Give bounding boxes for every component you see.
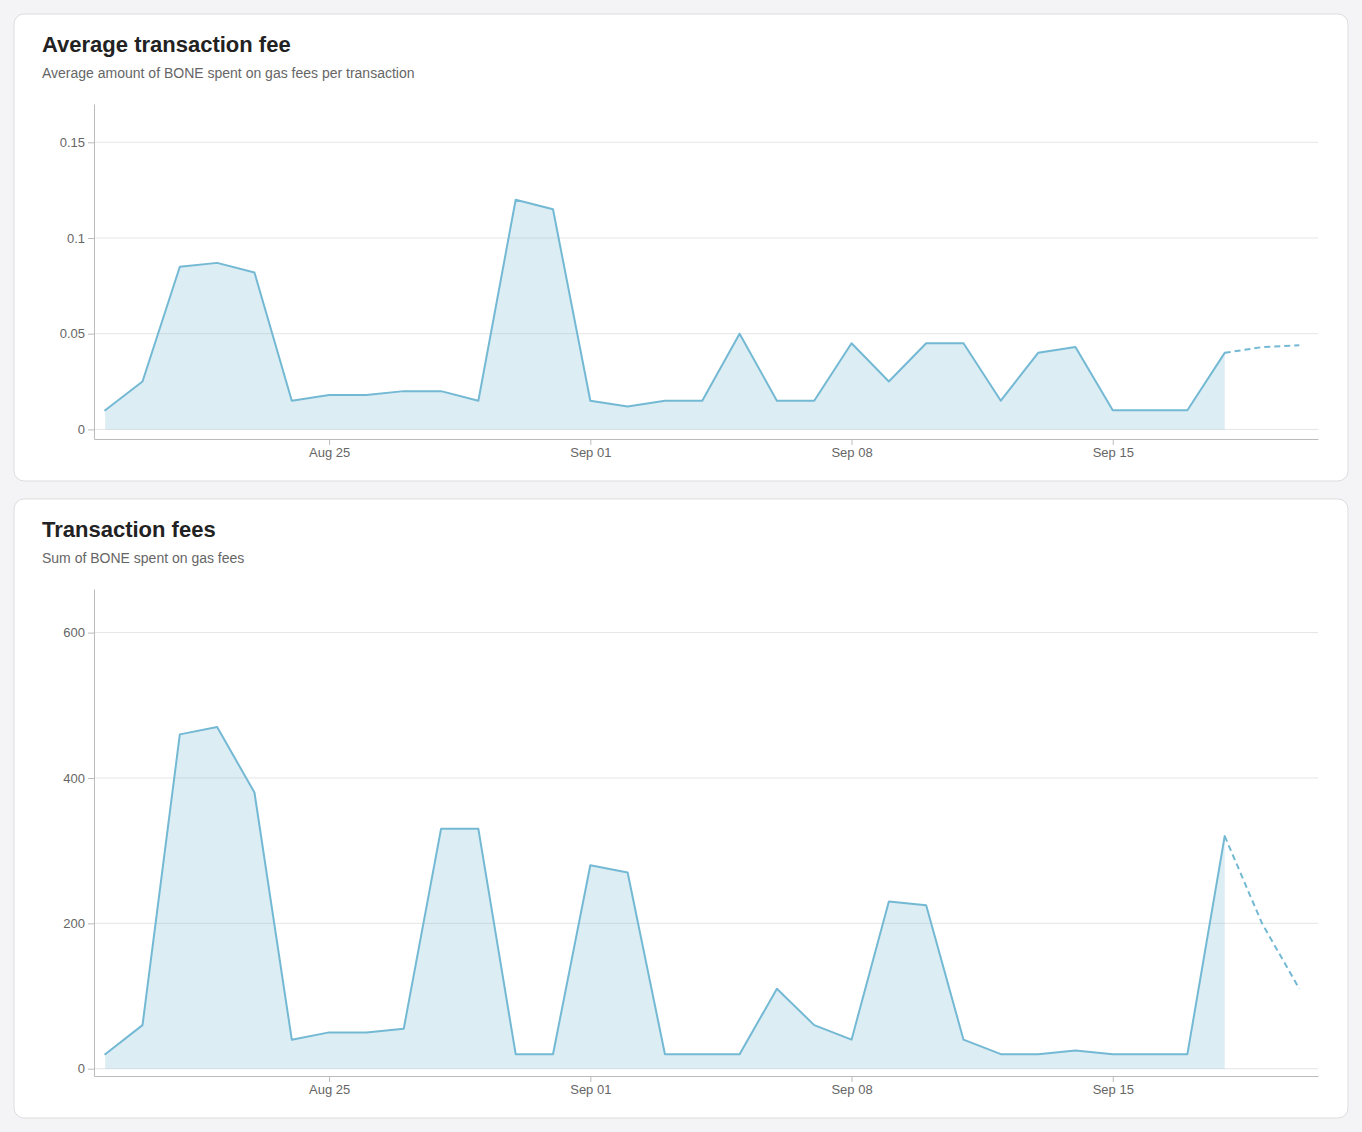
x-axis: Aug 25 Sep 01 Sep 08 Sep 15 <box>95 439 1319 460</box>
x-axis-line <box>95 439 1319 440</box>
y-tick: 0.15 <box>60 135 94 150</box>
subtitle: Sum of BONE spent on gas fees <box>42 550 244 566</box>
y-tick-mark <box>88 429 94 430</box>
plot-area <box>105 200 1299 430</box>
x-axis: Aug 25 Sep 01 Sep 08 Sep 15 <box>95 1076 1319 1097</box>
grid-line <box>94 923 1318 924</box>
x-tick: Sep 01 <box>570 1076 611 1097</box>
x-axis-line <box>95 1076 1319 1077</box>
y-axis: 0 200 400 600 <box>63 589 94 1076</box>
x-tick-label: Sep 08 <box>831 1082 872 1097</box>
y-tick: 0.05 <box>60 326 94 341</box>
grid-line <box>94 777 1318 778</box>
y-tick-label: 0 <box>78 422 85 437</box>
x-tick-label: Sep 15 <box>1093 1082 1134 1097</box>
title: Average transaction fee <box>42 32 291 57</box>
grid <box>94 142 1318 429</box>
line <box>105 727 1225 1054</box>
chart-panel: Average transaction fee Average amount of… <box>14 14 1348 481</box>
x-tick-mark <box>1113 439 1114 445</box>
y-tick-label: 0.15 <box>60 135 85 150</box>
y-tick: 0 <box>78 1061 94 1076</box>
x-tick: Sep 08 <box>831 1076 872 1097</box>
x-tick-mark <box>590 1076 591 1082</box>
y-tick: 200 <box>63 916 94 931</box>
y-tick-label: 0.1 <box>67 231 85 246</box>
y-axis-line <box>94 589 95 1076</box>
x-tick: Sep 08 <box>831 439 872 460</box>
y-axis-line <box>94 105 95 440</box>
plot-area <box>105 727 1299 1069</box>
x-tick-mark <box>329 1076 330 1082</box>
grid-line <box>94 632 1318 633</box>
x-tick: Sep 15 <box>1093 439 1134 460</box>
x-tick-label: Sep 15 <box>1093 445 1134 460</box>
area-fill <box>105 200 1225 430</box>
x-tick-mark <box>590 439 591 445</box>
x-tick: Sep 15 <box>1093 1076 1134 1097</box>
y-tick-label: 400 <box>63 771 85 786</box>
x-tick: Aug 25 <box>309 439 350 460</box>
y-tick-mark <box>88 142 94 143</box>
x-tick-mark <box>1113 1076 1114 1082</box>
y-tick-label: 600 <box>63 625 85 640</box>
x-tick-mark <box>852 439 853 445</box>
area-fill <box>105 727 1225 1069</box>
y-axis: 0 0.05 0.1 0.15 <box>60 105 95 440</box>
x-tick-label: Sep 01 <box>570 1082 611 1097</box>
grid-line <box>94 142 1318 143</box>
x-tick-label: Aug 25 <box>309 445 350 460</box>
y-tick: 0 <box>78 422 94 437</box>
y-tick-mark <box>88 633 94 634</box>
x-tick-mark <box>852 1076 853 1082</box>
line <box>105 200 1225 411</box>
x-tick-label: Sep 01 <box>570 445 611 460</box>
x-tick: Sep 01 <box>570 439 611 460</box>
y-tick-mark <box>88 778 94 779</box>
chart-panel: Transaction fees Sum of BONE spent on gas… <box>14 499 1348 1118</box>
y-tick-label: 200 <box>63 916 85 931</box>
y-tick: 400 <box>63 771 94 786</box>
y-tick-mark <box>88 238 94 239</box>
canvas: Average transaction fee Average amount of… <box>0 0 1362 1132</box>
y-tick-label: 0 <box>78 1061 85 1076</box>
grid-line <box>94 237 1318 238</box>
panel-background <box>14 499 1348 1118</box>
y-tick-mark <box>88 923 94 924</box>
forecast-line <box>1225 836 1300 989</box>
title: Transaction fees <box>42 517 216 542</box>
y-tick-mark <box>88 334 94 335</box>
panel-background <box>14 14 1348 481</box>
x-tick: Aug 25 <box>309 1076 350 1097</box>
y-tick: 0.1 <box>67 231 94 246</box>
grid-line <box>94 333 1318 334</box>
subtitle: Average amount of BONE spent on gas fees… <box>42 65 415 81</box>
x-tick-label: Sep 08 <box>831 445 872 460</box>
y-tick-mark <box>88 1069 94 1070</box>
x-tick-mark <box>329 439 330 445</box>
y-tick: 600 <box>63 625 94 640</box>
y-tick-label: 0.05 <box>60 326 85 341</box>
grid <box>94 633 1318 1069</box>
x-tick-label: Aug 25 <box>309 1082 350 1097</box>
forecast-line <box>1225 345 1300 353</box>
